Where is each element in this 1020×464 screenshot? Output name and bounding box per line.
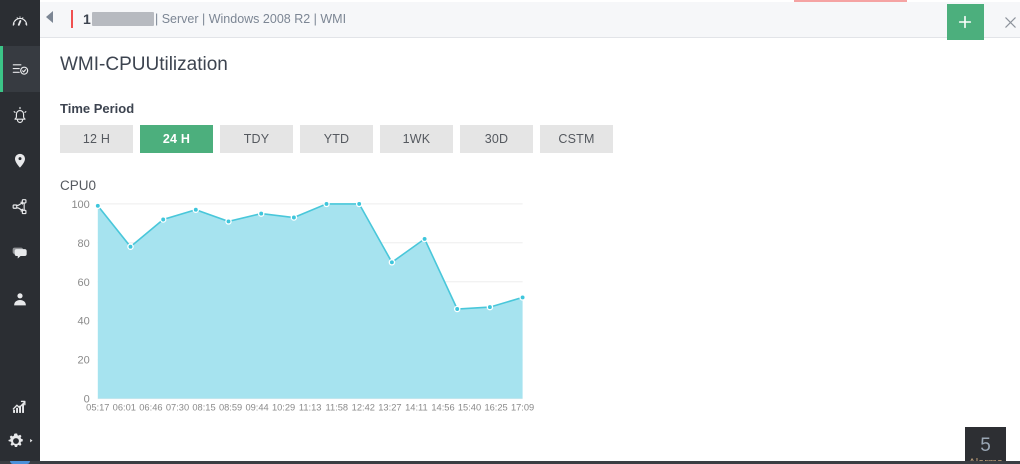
svg-text:12:42: 12:42 bbox=[352, 403, 375, 413]
svg-text:14:56: 14:56 bbox=[431, 403, 454, 413]
svg-text:08:15: 08:15 bbox=[192, 403, 215, 413]
svg-text:14:11: 14:11 bbox=[405, 403, 428, 413]
svg-text:17:09: 17:09 bbox=[511, 403, 534, 413]
svg-text:100: 100 bbox=[71, 199, 89, 211]
svg-text:11:13: 11:13 bbox=[299, 403, 322, 413]
svg-text:13:27: 13:27 bbox=[378, 403, 401, 413]
svg-text:10:29: 10:29 bbox=[272, 403, 295, 413]
svg-text:06:01: 06:01 bbox=[113, 403, 136, 413]
svg-text:06:46: 06:46 bbox=[139, 403, 162, 413]
svg-text:08:59: 08:59 bbox=[219, 403, 242, 413]
svg-text:11:58: 11:58 bbox=[326, 403, 349, 413]
svg-text:20: 20 bbox=[78, 355, 90, 367]
svg-text:15:40: 15:40 bbox=[458, 403, 481, 413]
svg-text:80: 80 bbox=[78, 238, 90, 250]
svg-text:CPU0: CPU0 bbox=[60, 178, 96, 193]
svg-text:07:30: 07:30 bbox=[166, 403, 189, 413]
svg-text:16:25: 16:25 bbox=[484, 403, 507, 413]
svg-text:60: 60 bbox=[78, 277, 90, 289]
svg-text:09:44: 09:44 bbox=[245, 403, 268, 413]
svg-text:40: 40 bbox=[78, 316, 90, 328]
svg-text:05:17: 05:17 bbox=[86, 403, 109, 413]
